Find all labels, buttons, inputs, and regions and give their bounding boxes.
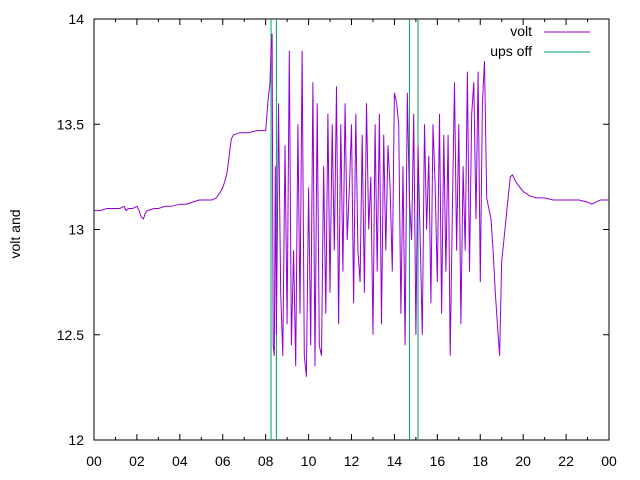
x-tick-label: 18	[472, 453, 488, 469]
x-tick-label: 00	[601, 453, 617, 469]
y-tick-label: 12	[68, 432, 84, 448]
x-tick-label: 20	[515, 453, 531, 469]
series-layer	[94, 19, 609, 440]
legend-label-ups-off: ups off	[490, 43, 532, 59]
x-tick-label: 14	[387, 453, 403, 469]
y-tick-label: 13.5	[57, 116, 84, 132]
x-tick-label: 22	[558, 453, 574, 469]
series-line-ups-off	[408, 19, 419, 440]
x-tick-label: 10	[301, 453, 317, 469]
x-tick-label: 12	[344, 453, 360, 469]
y-tick-label: 12.5	[57, 327, 84, 343]
x-axis: 00 02 04 06 08 10 12 14 16 18 20 22 00	[86, 19, 617, 469]
legend: volt ups off	[490, 23, 590, 59]
x-tick-label: 00	[86, 453, 102, 469]
x-tick-label: 04	[172, 453, 188, 469]
legend-label-volt: volt	[510, 23, 532, 39]
x-tick-label: 08	[258, 453, 274, 469]
y-tick-label: 14	[68, 11, 84, 27]
x-tick-label: 16	[430, 453, 446, 469]
y-axis: 12 12.5 13 13.5 14	[57, 11, 609, 448]
series-line-volt	[94, 33, 609, 377]
y-axis-title: volt and	[7, 209, 23, 258]
series-line-ups-off	[270, 19, 277, 440]
y-tick-label: 13	[68, 222, 84, 238]
x-tick-label: 02	[129, 453, 145, 469]
x-tick-label: 06	[215, 453, 231, 469]
